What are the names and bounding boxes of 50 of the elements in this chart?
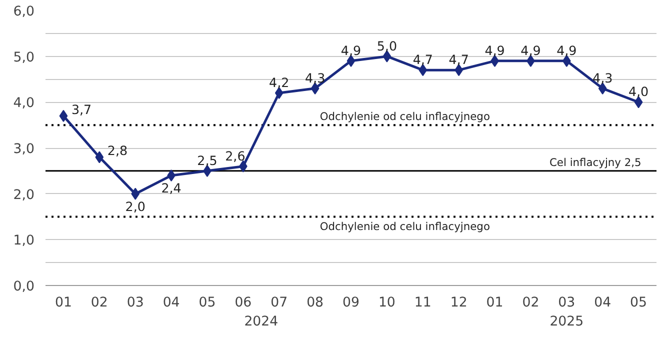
data-label: 4,3 [304,70,326,86]
data-label: 2,4 [161,180,182,196]
ref-line-label: Cel inflacyjny 2,5 [549,156,642,169]
x-tick-label: 07 [270,296,288,310]
x-tick-label: 04 [162,296,180,310]
y-tick-label: 0,0 [13,280,35,294]
x-tick-label: 10 [378,296,396,310]
x-tick-label: 03 [126,296,144,310]
x-tick-label: 09 [342,296,360,310]
x-tick-label: 12 [450,296,468,310]
x-tick-label: 02 [522,296,540,310]
data-label: 2,5 [197,152,218,168]
data-label: 3,7 [71,102,92,117]
ref-line-label: Odchylenie od celu inflacyjnego [320,220,490,233]
data-label: 4,2 [269,75,290,90]
point [167,170,176,182]
y-tick-label: 5,0 [13,50,35,66]
x-tick-label: 05 [630,296,648,310]
data-label: 5,0 [376,38,398,54]
y-tick-label: 1,0 [13,234,35,249]
x-tick-label: 01 [486,296,504,310]
y-tick-label: 4,0 [13,96,35,112]
x-tick-label: 08 [306,296,324,310]
point [59,110,68,122]
x-tick-label: 11 [414,296,432,310]
data-label: 4,9 [340,42,362,58]
data-label: 4,7 [412,52,433,68]
text: 2024 [244,314,278,330]
data-label: 4,3 [592,70,613,86]
x-tick-label: 01 [54,296,72,310]
data-label: 4,9 [556,42,577,58]
ref-line-label: Odchylenie od celu inflacyjnego [320,110,490,124]
x-tick-label: 06 [234,296,252,310]
point [95,151,104,164]
x-tick-label: 05 [198,296,216,310]
data-label: 4,9 [484,42,505,58]
data-label: 4,7 [448,52,469,68]
data-label: 2,8 [107,143,128,158]
x-tick-label: 04 [594,296,612,310]
point [131,188,140,200]
data-label: 4,9 [520,42,541,58]
x-tick-label: 03 [558,296,576,310]
y-tick-label: 2,0 [13,188,35,203]
data-label: 4,0 [628,84,649,100]
data-label: 2,6 [225,148,246,164]
y-tick-label: 3,0 [13,142,35,157]
text: 2025 [550,314,584,330]
x-tick-label: 02 [90,296,108,310]
data-label: 2,0 [125,198,146,214]
y-tick-label: 6,0 [13,4,35,20]
